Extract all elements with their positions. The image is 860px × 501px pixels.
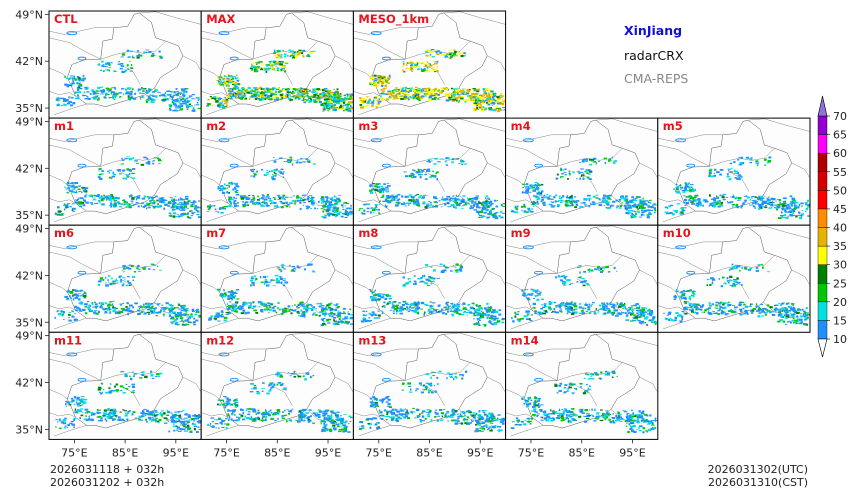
lat-tick-label: 35°N [15, 316, 43, 329]
map-panel: m14 [505, 331, 659, 440]
panel-label: m10 [663, 226, 691, 240]
map-panel: m2 [200, 117, 354, 226]
lon-tick-label: 75°E [366, 446, 392, 459]
lon-tick-label: 95°E [163, 446, 189, 459]
panel-label: m13 [358, 333, 386, 347]
map-panel: m11 [48, 331, 202, 440]
colorbar-tick-label: 30 [833, 259, 847, 272]
lat-tick-label: 42°N [15, 162, 43, 175]
colorbar-tick-label: 45 [833, 203, 847, 216]
map-panel: m13 [352, 331, 507, 440]
lat-tick-label: 42°N [15, 55, 43, 68]
lon-tick-label: 75°E [61, 446, 87, 459]
lat-tick-label: 49°N [15, 330, 43, 343]
panel-label: m12 [206, 333, 234, 347]
lat-tick-label: 35°N [15, 209, 43, 222]
colorbar-tick-label: 20 [833, 296, 847, 309]
colorbar-extend-max [817, 95, 828, 117]
lon-tick-label: 95°E [467, 446, 493, 459]
map-panel: CTL [48, 10, 202, 119]
lon-tick-label: 95°E [315, 446, 341, 459]
map-panel: m4 [505, 117, 659, 226]
colorbar-segment [817, 115, 828, 135]
colorbar-segment [817, 152, 828, 172]
colorbar-segment [817, 320, 828, 340]
colorbar-tick-label: 55 [833, 166, 847, 179]
map-panel: MAX [200, 10, 354, 119]
panel-label: CTL [54, 12, 78, 26]
colorbar-tick-label: 25 [833, 277, 847, 290]
lon-tick-label: 75°E [518, 446, 544, 459]
colorbar: 10 15 20 25 30 35 40 45 50 55 60 65 70 [817, 95, 847, 358]
panel-label: m1 [54, 119, 74, 133]
colorbar-tick-label: 70 [833, 110, 847, 123]
panel-label: MESO_1km [358, 12, 429, 27]
map-panel: MESO_1km [352, 10, 507, 119]
map-panel: m10 [657, 224, 811, 333]
map-panel: m3 [352, 117, 507, 226]
colorbar-tick-label: 60 [833, 147, 847, 160]
lat-tick-label: 42°N [15, 269, 43, 282]
map-panel: m5 [657, 117, 811, 226]
colorbar-tick-label: 15 [833, 314, 847, 327]
lon-tick-label: 85°E [264, 446, 290, 459]
colorbar-segment [817, 171, 828, 191]
model-title: CMA-REPS [624, 71, 688, 86]
lon-tick-label: 95°E [619, 446, 645, 459]
colorbar-tick-label: 50 [833, 184, 847, 197]
map-panel: m12 [200, 331, 354, 440]
panel-label: m6 [54, 226, 74, 240]
panel-label: m8 [358, 226, 378, 240]
valid-time-cst: 2026031310(CST) [708, 476, 808, 489]
panel-label: m5 [663, 119, 683, 133]
panel-label: m3 [358, 119, 378, 133]
colorbar-extend-min [817, 338, 828, 358]
panel-label: MAX [206, 12, 235, 26]
map-panel: m9 [505, 224, 659, 333]
panel-label: m14 [511, 333, 539, 347]
map-panel: m7 [200, 224, 354, 333]
colorbar-segment [817, 301, 828, 321]
lon-tick-label: 75°E [213, 446, 239, 459]
colorbar-segment [817, 264, 828, 284]
lon-tick-label: 85°E [416, 446, 442, 459]
lat-tick-label: 35°N [15, 423, 43, 436]
colorbar-tick-label: 10 [833, 333, 847, 346]
map-panel: m6 [48, 224, 202, 333]
lat-tick-label: 49°N [15, 223, 43, 236]
panel-label: m2 [206, 119, 226, 133]
region-title: XinJiang [624, 23, 682, 38]
lat-tick-label: 42°N [15, 377, 43, 390]
colorbar-tick-label: 40 [833, 222, 847, 235]
lat-tick-label: 49°N [15, 115, 43, 128]
variable-title: radarCRX [624, 48, 684, 63]
lat-tick-label: 35°N [15, 102, 43, 115]
colorbar-segment [817, 227, 828, 247]
lon-tick-label: 85°E [568, 446, 594, 459]
valid-time-utc: 2026031302(UTC) [708, 463, 808, 476]
colorbar-tick-label: 35 [833, 240, 847, 253]
colorbar-tick-label: 65 [833, 129, 847, 142]
colorbar-segment [817, 190, 828, 210]
panel-label: m11 [54, 333, 82, 347]
panel-label: m7 [206, 226, 226, 240]
init-time-line-1: 2026031118 + 032h [50, 463, 164, 476]
panel-label: m4 [511, 119, 531, 133]
colorbar-segment [817, 134, 828, 154]
map-panel: m1 [48, 117, 202, 226]
init-time-line-2: 2026031202 + 032h [50, 476, 164, 489]
map-panel: m8 [352, 224, 507, 333]
colorbar-segment [817, 283, 828, 303]
lat-tick-label: 49°N [15, 8, 43, 21]
colorbar-segment [817, 245, 828, 265]
panel-label: m9 [511, 226, 531, 240]
lon-tick-label: 85°E [112, 446, 138, 459]
colorbar-segment [817, 208, 828, 228]
